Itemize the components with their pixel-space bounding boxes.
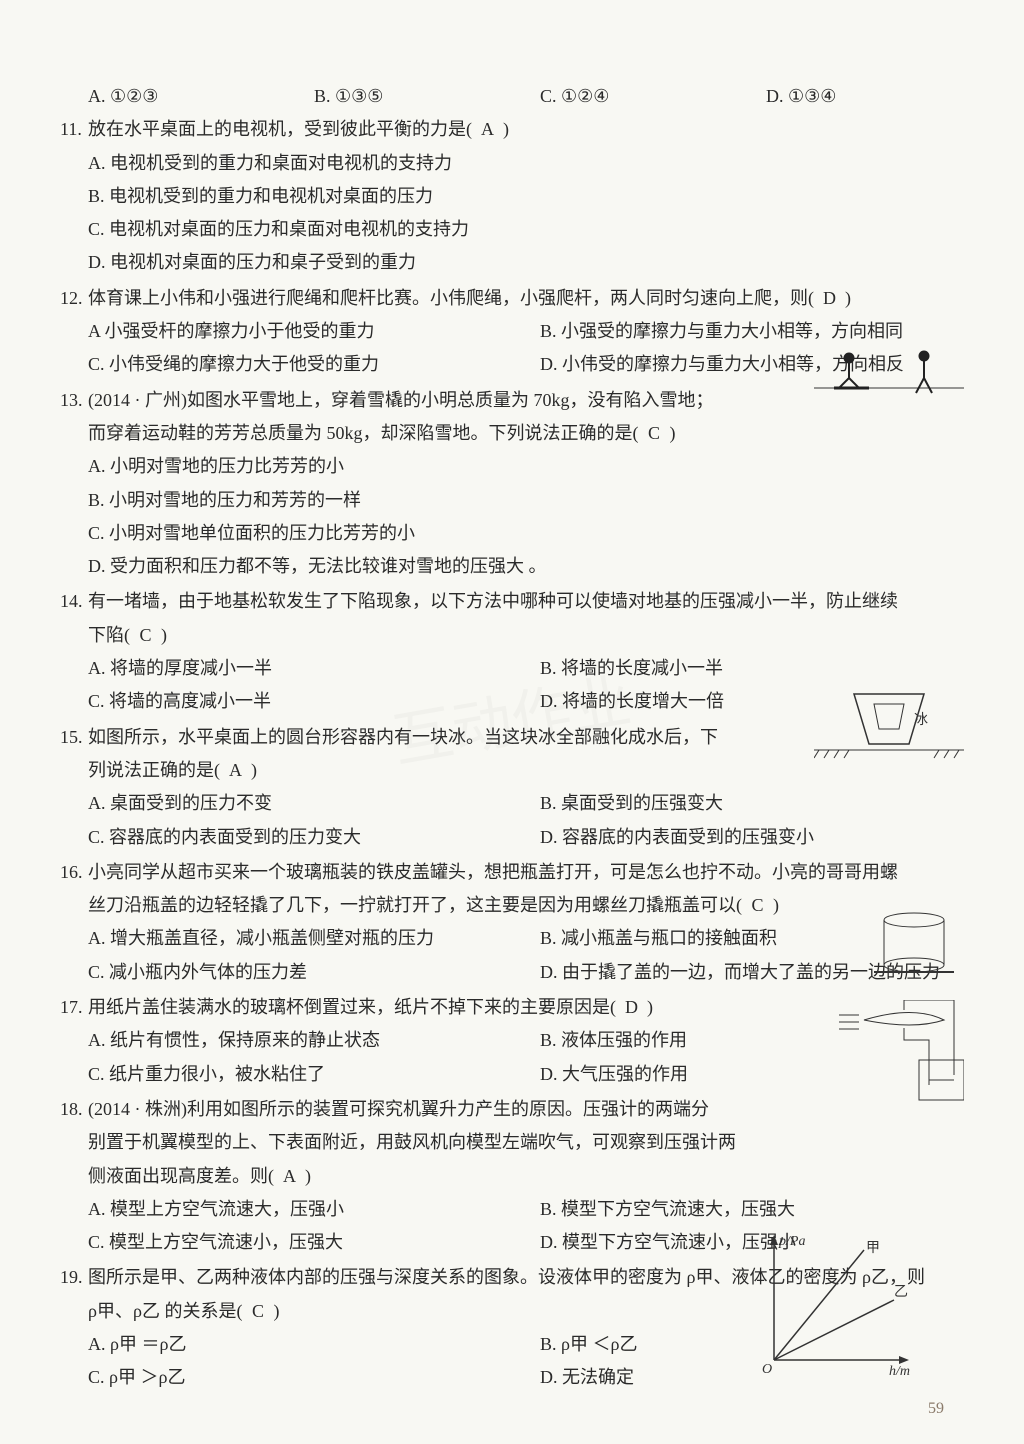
q16-stem1: 小亮同学从超市买来一个玻璃瓶装的铁皮盖罐头，想把瓶盖打开，可是怎么也拧不动。小亮… [88,862,898,882]
q12-num: 12. [60,282,88,315]
q12-opt-a: A 小强受杆的摩擦力小于他受的重力 [88,315,540,348]
q14-num: 14. [60,585,88,618]
q17-opt-c: C. 纸片重力很小，被水粘住了 [88,1058,540,1091]
figure-wing [834,1000,964,1110]
q11-answer: A [477,113,499,146]
q15-opt-a: A. 桌面受到的压力不变 [88,787,540,820]
q18-stem3: 侧液面出现高度差。则( [88,1166,274,1186]
q14-stem1: 有一堵墙，由于地基松软发生了下陷现象，以下方法中哪种可以使墙对地基的压强减小一半… [88,591,898,611]
q13-opt-d: D. 受力面积和压力都不等，无法比较谁对雪地的压强大 。 [88,550,964,583]
question-11: 11.放在水平桌面上的电视机，受到彼此平衡的力是( A ) A. 电视机受到的重… [60,113,964,279]
q11-opt-d: D. 电视机对桌面的压力和桌子受到的重力 [88,246,964,279]
figure-glass [864,910,964,980]
q16-tail: ) [769,895,780,915]
q16-answer: C [747,889,769,922]
q13-opt-b: B. 小明对雪地的压力和芳芳的一样 [88,484,964,517]
q17-stem: 用纸片盖住装满水的玻璃杯倒置过来，纸片不掉下来的主要原因是( [88,997,616,1017]
q17-tail: ) [643,997,654,1017]
q17-opt-a: A. 纸片有惯性，保持原来的静止状态 [88,1024,540,1057]
graph-line2: 乙 [894,1284,908,1300]
q15-tail: ) [247,760,258,780]
q16-num: 16. [60,856,88,889]
page-number: 59 [928,1394,944,1424]
graph-origin: O [762,1362,772,1377]
q11-opt-b: B. 电视机受到的重力和电视机对桌面的压力 [88,180,964,213]
q15-opt-b: B. 桌面受到的压强变大 [540,787,992,820]
graph-line1: 甲 [866,1241,880,1256]
q11-num: 11. [60,113,88,146]
q12-tail: ) [841,288,852,308]
q11-tail: ) [499,119,510,139]
q10-opt-d: D. ①③④ [766,80,992,113]
q13-opt-c: C. 小明对雪地单位面积的压力比芳芳的小 [88,517,964,550]
q11-stem: 放在水平桌面上的电视机，受到彼此平衡的力是( [88,119,472,139]
q15-opt-d: D. 容器底的内表面受到的压强变小 [540,821,992,854]
question-13: 13.(2014 · 广州)如图水平雪地上，穿着雪橇的小明总质量为 70kg，没… [60,384,964,584]
figure-snow [814,338,964,398]
q18-stem1: (2014 · 株洲)利用如图所示的装置可探究机翼升力产生的原因。压强计的两端分 [88,1099,709,1119]
q17-num: 17. [60,991,88,1024]
q19-stem2: ρ甲、ρ乙 的关系是( [88,1301,242,1321]
q15-stem1: 如图所示，水平桌面上的圆台形容器内有一块冰。当这块冰全部融化成水后，下 [88,727,718,747]
q10-options: A. ①②③ B. ①③⑤ C. ①②④ D. ①③④ [88,80,992,113]
q19-tail: ) [269,1301,280,1321]
q14-opt-c: C. 将墙的高度减小一半 [88,685,540,718]
q18-opt-a: A. 模型上方空气流速大，压强小 [88,1193,540,1226]
q18-opt-b: B. 模型下方空气流速大，压强大 [540,1193,992,1226]
question-16: 16.小亮同学从超市买来一个玻璃瓶装的铁皮盖罐头，想把瓶盖打开，可是怎么也拧不动… [60,856,964,989]
q14-opt-a: A. 将墙的厚度减小一半 [88,652,540,685]
q12-stem: 体育课上小伟和小强进行爬绳和爬杆比赛。小伟爬绳，小强爬杆，两人同时匀速向上爬，则… [88,288,814,308]
figure-graph: p/Pa h/m 甲 乙 O [754,1230,914,1380]
q16-opt-c: C. 减小瓶内外气体的压力差 [88,956,540,989]
exam-page: 互动作业 A. ①②③ B. ①③⑤ C. ①②④ D. ①③④ 11.放在水平… [0,0,1024,1444]
q14-answer: C [135,619,157,652]
q14-stem2: 下陷( [88,625,130,645]
q18-num: 18. [60,1093,88,1126]
q18-opt-c: C. 模型上方空气流速小，压强大 [88,1226,540,1259]
q10-opt-b: B. ①③⑤ [314,80,540,113]
q10-opt-c: C. ①②④ [540,80,766,113]
q19-num: 19. [60,1261,88,1294]
q13-stem2: 而穿着运动鞋的芳芳总质量为 50kg，却深陷雪地。下列说法正确的是( [88,423,639,443]
q16-opt-a: A. 增大瓶盖直径，减小瓶盖侧壁对瓶的压力 [88,922,540,955]
graph-xlabel: h/m [889,1364,910,1379]
q13-stem1: (2014 · 广州)如图水平雪地上，穿着雪橇的小明总质量为 70kg，没有陷入… [88,390,713,410]
q15-opt-c: C. 容器底的内表面受到的压力变大 [88,821,540,854]
q15-stem2: 列说法正确的是( [88,760,220,780]
figure-container: 冰 [814,680,964,760]
q17-answer: D [621,991,643,1024]
q13-tail: ) [665,423,676,443]
q12-opt-c: C. 小伟受绳的摩擦力大于他受的重力 [88,348,540,381]
q18-stem2: 别置于机翼模型的上、下表面附近，用鼓风机向模型左端吹气，可观察到压强计两 [88,1126,964,1159]
q12-answer: D [819,282,841,315]
q18-tail: ) [301,1166,312,1186]
q15-num: 15. [60,721,88,754]
question-17: 17.用纸片盖住装满水的玻璃杯倒置过来，纸片不掉下来的主要原因是( D ) A.… [60,991,964,1091]
q16-stem2: 丝刀沿瓶盖的边轻轻撬了几下，一拧就打开了，这主要是因为用螺丝刀撬瓶盖可以( [88,895,742,915]
q10-opt-a: A. ①②③ [88,80,314,113]
graph-ylabel: p/Pa [778,1234,805,1249]
q19-opt-c: C. ρ甲 ＞ρ乙 [88,1361,540,1394]
q11-opt-a: A. 电视机受到的重力和桌面对电视机的支持力 [88,147,964,180]
q13-opt-a: A. 小明对雪地的压力比芳芳的小 [88,450,964,483]
svg-text:冰: 冰 [914,712,928,728]
q18-answer: A [279,1160,301,1193]
q13-answer: C [643,417,665,450]
q19-answer: C [247,1295,269,1328]
q15-answer: A [225,754,247,787]
q11-opt-c: C. 电视机对桌面的压力和桌面对电视机的支持力 [88,213,964,246]
q19-opt-a: A. ρ甲 ＝ρ乙 [88,1328,540,1361]
q14-tail: ) [157,625,168,645]
q13-num: 13. [60,384,88,417]
